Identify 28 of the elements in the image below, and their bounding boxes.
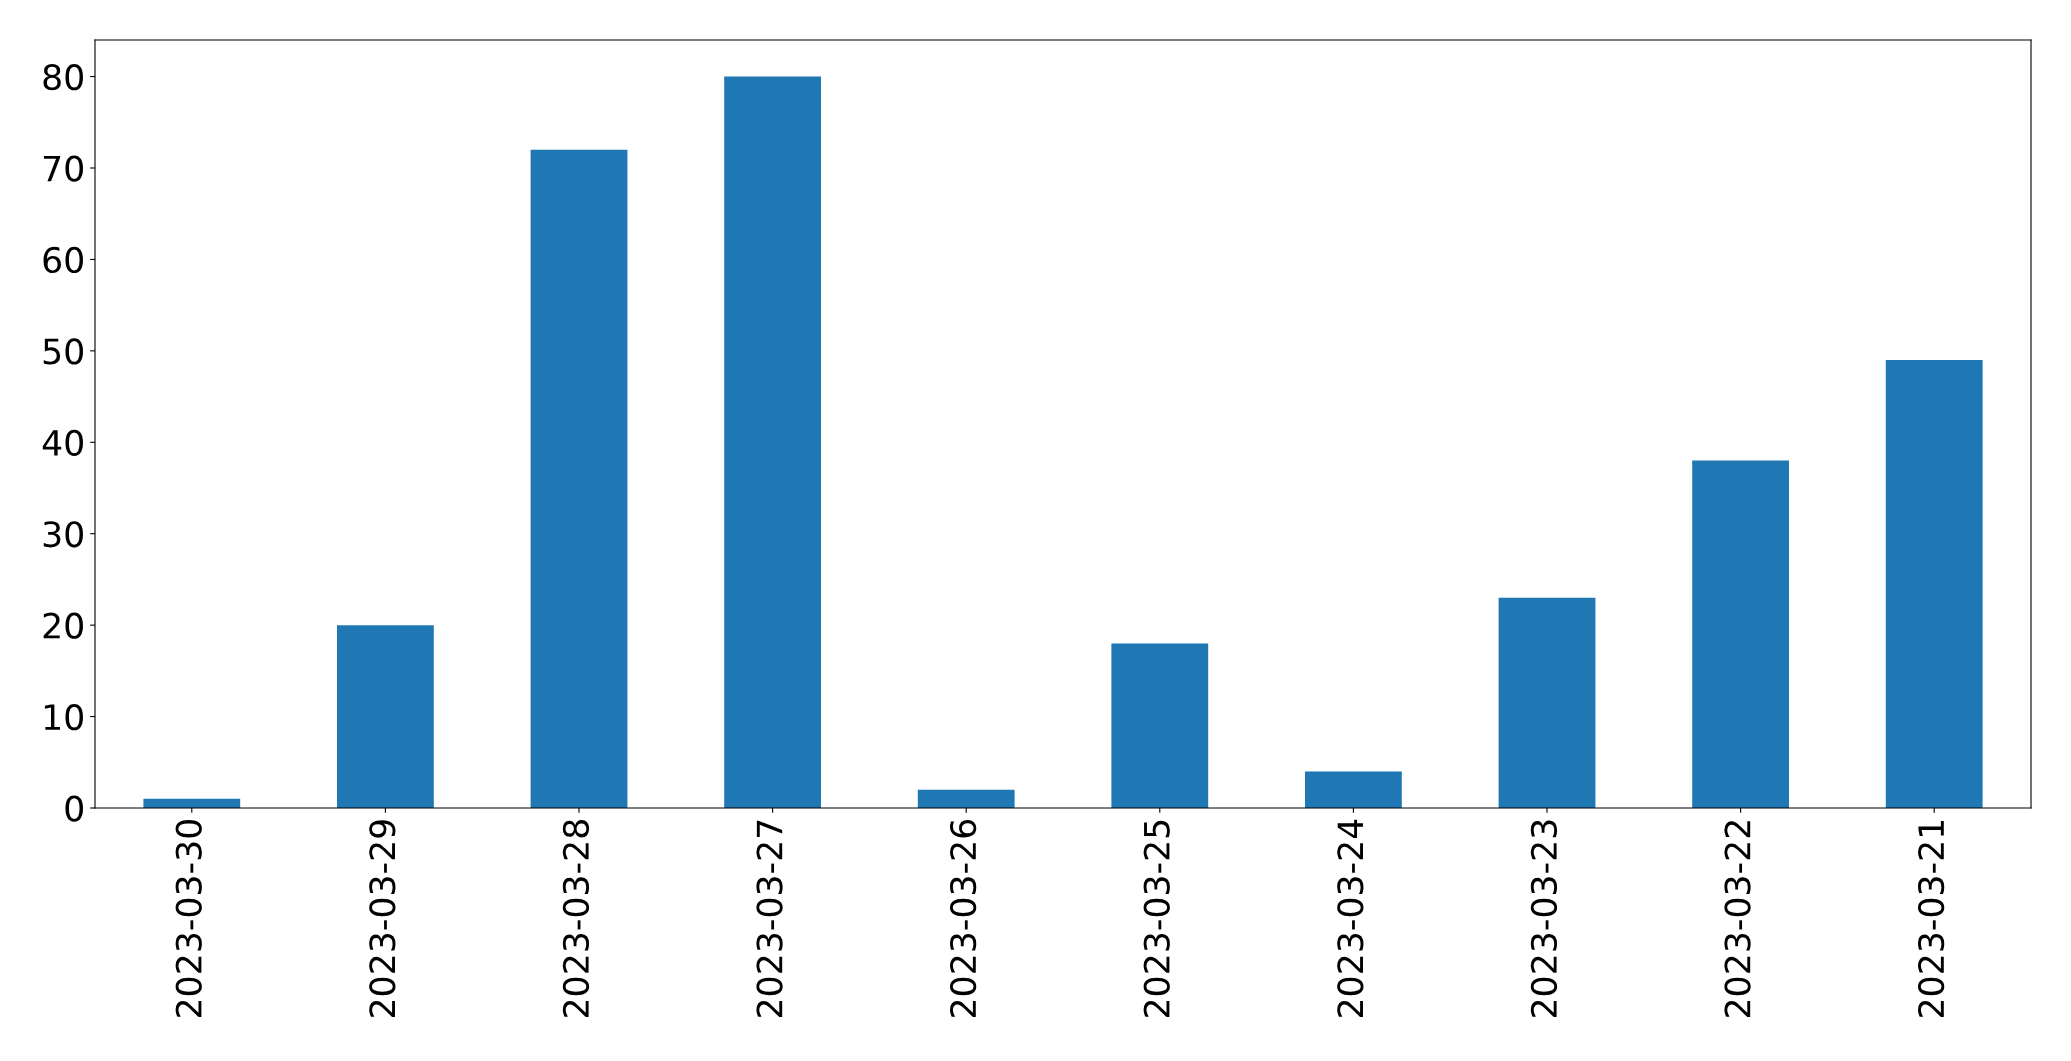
y-tick-label: 60	[43, 246, 83, 274]
y-tick-label: 50	[43, 338, 83, 365]
bar	[724, 76, 821, 808]
x-tick-label: 2023-03-27	[756, 820, 783, 1017]
x-tick-label: 2023-03-30	[175, 820, 202, 1017]
x-tick-label: 2023-03-24	[1337, 819, 1364, 1017]
y-tick-label: 40	[42, 429, 83, 456]
bar	[917, 789, 1015, 808]
bar	[1692, 460, 1789, 808]
x-tick-label: 2023-03-23	[1530, 820, 1558, 1017]
x-tick-label: 2023-03-26	[950, 819, 977, 1017]
bar	[1498, 597, 1596, 808]
bar	[530, 149, 628, 808]
y-tick-label: 70	[43, 155, 83, 182]
bar	[1111, 643, 1209, 808]
x-tick-label: 2023-03-28	[562, 820, 590, 1017]
x-tick-label: 2023-03-29	[369, 820, 396, 1017]
bar	[337, 625, 434, 808]
y-tick-label: 20	[43, 612, 83, 639]
x-tick-label: 2023-03-22	[1724, 821, 1751, 1017]
y-tick-label: 80	[43, 63, 83, 91]
bar	[1305, 771, 1402, 808]
x-tick-label: 2023-03-21	[1918, 820, 1945, 1017]
y-tick-label: 10	[44, 703, 83, 731]
y-tick-label: 0	[65, 795, 83, 822]
bar	[1885, 360, 1983, 808]
x-tick-label: 2023-03-25	[1143, 820, 1170, 1017]
y-tick-label: 30	[43, 521, 83, 548]
